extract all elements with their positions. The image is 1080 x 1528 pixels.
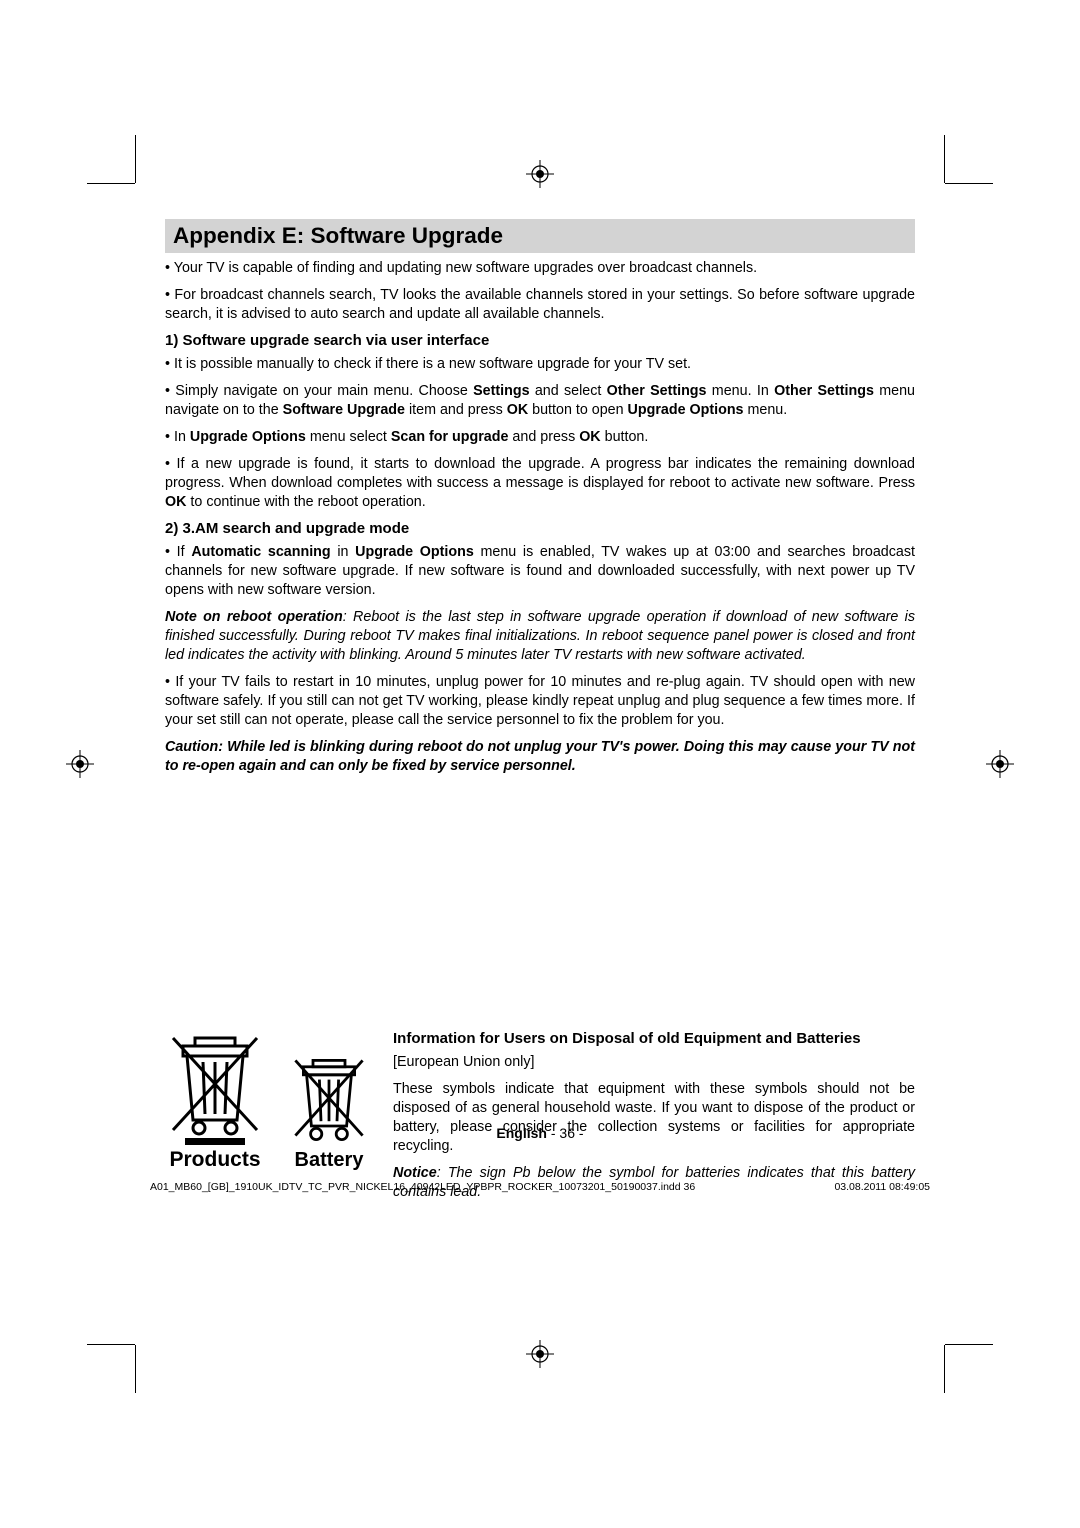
registration-mark-icon (526, 1340, 554, 1368)
products-bin: Products (165, 1030, 265, 1172)
battery-bin: Battery (289, 1054, 369, 1172)
crop-mark (944, 135, 945, 183)
footer-page-number: - 36 - (547, 1125, 584, 1141)
s2-p3: • If your TV fails to restart in 10 minu… (165, 673, 915, 730)
imposition-file: A01_MB60_[GB]_1910UK_IDTV_TC_PVR_NICKEL1… (150, 1181, 695, 1193)
disposal-body: These symbols indicate that equipment wi… (393, 1080, 915, 1156)
products-label: Products (165, 1148, 265, 1172)
disposal-title: Information for Users on Disposal of old… (393, 1030, 915, 1047)
s2-caution: Caution: While led is blinking during re… (165, 738, 915, 776)
imposition-line: A01_MB60_[GB]_1910UK_IDTV_TC_PVR_NICKEL1… (150, 1181, 930, 1193)
registration-mark-icon (526, 160, 554, 188)
s2-p1: • If Automatic scanning in Upgrade Optio… (165, 543, 915, 600)
appendix-heading-text: Appendix E: Software Upgrade (173, 223, 503, 248)
s1-p4: • If a new upgrade is found, it starts t… (165, 455, 915, 512)
intro-line-2: • For broadcast channels search, TV look… (165, 286, 915, 324)
battery-label: Battery (289, 1149, 369, 1172)
registration-mark-icon (986, 750, 1014, 778)
crop-mark (945, 1344, 993, 1345)
registration-mark-icon (66, 750, 94, 778)
imposition-timestamp: 03.08.2011 08:49:05 (834, 1181, 930, 1193)
s1-p2: • Simply navigate on your main menu. Cho… (165, 382, 915, 420)
section-1-title: 1) Software upgrade search via user inte… (165, 332, 915, 349)
crop-mark (135, 1345, 136, 1393)
crop-mark (87, 183, 135, 184)
disposal-icons: Products (165, 1030, 369, 1172)
footer-language: English (496, 1125, 547, 1141)
section-2-title: 2) 3.AM search and upgrade mode (165, 520, 915, 537)
s2-note: Note on reboot operation: Reboot is the … (165, 608, 915, 665)
crop-mark (944, 1345, 945, 1393)
appendix-heading: Appendix E: Software Upgrade (165, 219, 915, 253)
crop-mark (135, 135, 136, 183)
crop-mark (945, 183, 993, 184)
s1-p3: • In Upgrade Options menu select Scan fo… (165, 428, 915, 447)
disposal-region: [European Union only] (393, 1053, 915, 1072)
intro-line-1: • Your TV is capable of finding and upda… (165, 259, 915, 278)
page-footer: English - 36 - (165, 1125, 915, 1143)
s1-p1: • It is possible manually to check if th… (165, 355, 915, 374)
page-content: Appendix E: Software Upgrade • Your TV i… (165, 219, 915, 1208)
crop-mark (87, 1344, 135, 1345)
